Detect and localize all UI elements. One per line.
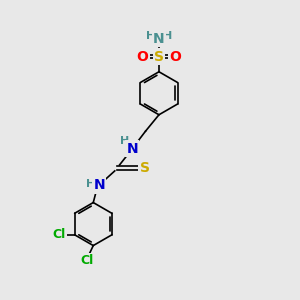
Text: O: O bbox=[136, 50, 148, 64]
Text: Cl: Cl bbox=[52, 228, 66, 241]
Text: O: O bbox=[169, 50, 181, 64]
Text: H: H bbox=[146, 31, 155, 41]
Text: N: N bbox=[93, 178, 105, 192]
Text: H: H bbox=[163, 31, 172, 41]
Text: S: S bbox=[154, 50, 164, 64]
Text: H: H bbox=[86, 179, 95, 189]
Text: Cl: Cl bbox=[81, 254, 94, 267]
Text: N: N bbox=[126, 142, 138, 155]
Text: H: H bbox=[120, 136, 129, 146]
Text: S: S bbox=[140, 161, 150, 175]
Text: N: N bbox=[153, 32, 165, 46]
